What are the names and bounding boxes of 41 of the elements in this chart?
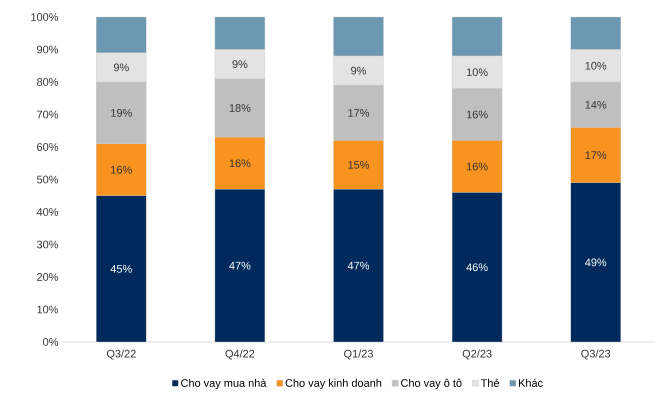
y-tick-label: 100%: [31, 13, 58, 21]
legend-label: Cho vay ô tô: [401, 378, 462, 390]
x-tick-label: Q3/22: [106, 350, 136, 360]
y-tick-label: 40%: [36, 208, 58, 216]
data-label: 14%: [586, 100, 606, 109]
x-tick-label: Q1/23: [344, 350, 373, 360]
x-tick-label: Q2/23: [462, 350, 492, 360]
data-label: 18%: [230, 104, 250, 112]
data-label: 9%: [114, 64, 129, 72]
y-tick-label: 20%: [37, 273, 58, 281]
legend-label: Cho vay mua nhà: [181, 378, 266, 390]
y-tick-label: 50%: [36, 176, 58, 184]
y-tick-label: 80%: [37, 78, 58, 86]
y-tick-label: 30%: [36, 240, 58, 248]
x-tick-label: Q3/23: [581, 350, 610, 360]
y-tick-label: 90%: [37, 46, 58, 54]
x-tick-label: Q4/22: [225, 350, 254, 360]
data-label: 15%: [348, 161, 370, 169]
data-label: 47%: [348, 262, 370, 270]
y-tick-label: 0%: [43, 338, 58, 346]
legend-label: Thẻ: [480, 378, 500, 387]
data-label: 47%: [229, 262, 250, 270]
data-label: 10%: [466, 68, 488, 76]
data-label: 10%: [586, 62, 606, 70]
data-label: 46%: [466, 263, 488, 272]
data-label: 9%: [232, 60, 248, 68]
data-label: 16%: [111, 166, 132, 174]
y-tick-label: 10%: [37, 306, 58, 314]
data-label: 16%: [466, 110, 488, 118]
data-label: 17%: [586, 151, 606, 159]
data-label: 9%: [351, 66, 366, 75]
data-label: 49%: [584, 258, 606, 266]
data-label: 17%: [348, 109, 370, 117]
data-label: 19%: [111, 109, 132, 117]
data-label: 16%: [230, 159, 250, 168]
y-tick-label: 60%: [37, 143, 58, 151]
legend-label: Khác: [519, 378, 543, 387]
data-label: 45%: [110, 265, 132, 273]
data-label: 16%: [466, 162, 488, 170]
y-tick-label: 70%: [37, 110, 58, 118]
legend-label: Cho vay kinh doanh: [286, 378, 382, 390]
